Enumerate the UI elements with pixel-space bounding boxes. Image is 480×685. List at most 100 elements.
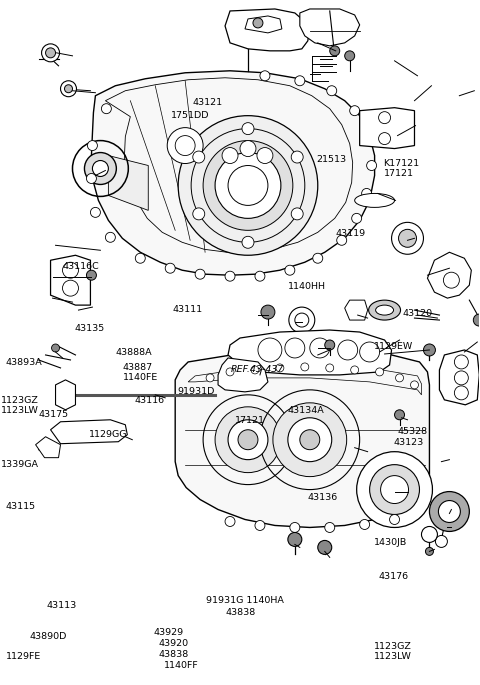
Circle shape [288, 418, 332, 462]
Polygon shape [439, 350, 480, 405]
Circle shape [86, 173, 96, 184]
Circle shape [242, 123, 254, 135]
Text: 91931D: 91931D [178, 387, 215, 396]
Text: 1123GZ: 1123GZ [0, 396, 38, 405]
Circle shape [226, 368, 234, 376]
Circle shape [423, 344, 435, 356]
Text: 43135: 43135 [75, 324, 105, 334]
Circle shape [273, 403, 347, 477]
Circle shape [228, 420, 268, 460]
Circle shape [350, 105, 360, 116]
Text: 43119: 43119 [336, 229, 366, 238]
Circle shape [357, 451, 432, 527]
Text: 45328: 45328 [398, 427, 428, 436]
Text: 43115: 43115 [5, 502, 36, 511]
Circle shape [62, 280, 78, 296]
Text: 43838: 43838 [226, 608, 256, 616]
Text: 43116C: 43116C [63, 262, 100, 271]
Ellipse shape [376, 305, 394, 315]
Circle shape [215, 153, 281, 219]
Polygon shape [228, 330, 392, 375]
Circle shape [225, 516, 235, 527]
Circle shape [84, 153, 116, 184]
Text: 43890D: 43890D [29, 632, 67, 640]
Text: 1129EW: 1129EW [374, 342, 413, 351]
Polygon shape [56, 380, 75, 410]
Circle shape [42, 44, 60, 62]
Text: 43175: 43175 [39, 410, 69, 419]
Text: 43111: 43111 [173, 305, 203, 314]
Text: 43838: 43838 [158, 650, 189, 659]
Circle shape [367, 160, 377, 171]
Polygon shape [245, 16, 282, 33]
Circle shape [206, 374, 214, 382]
Circle shape [421, 527, 437, 543]
Circle shape [390, 514, 399, 525]
Circle shape [106, 232, 115, 242]
Circle shape [257, 147, 273, 164]
Text: 1123GZ: 1123GZ [374, 642, 412, 651]
Circle shape [425, 547, 433, 556]
Circle shape [430, 492, 469, 532]
Text: 43116: 43116 [135, 396, 165, 405]
Text: 43888A: 43888A [116, 348, 152, 358]
Circle shape [301, 363, 309, 371]
Text: 43929: 43929 [154, 628, 184, 637]
Text: 43136: 43136 [307, 493, 337, 502]
Circle shape [135, 253, 145, 263]
Circle shape [255, 521, 265, 530]
Circle shape [193, 208, 205, 220]
Circle shape [326, 364, 334, 372]
Circle shape [93, 160, 108, 177]
Text: 43134A: 43134A [288, 406, 324, 414]
Circle shape [285, 265, 295, 275]
Circle shape [455, 371, 468, 385]
Circle shape [379, 133, 391, 145]
Circle shape [222, 147, 238, 164]
Circle shape [455, 386, 468, 400]
Circle shape [395, 410, 405, 420]
Circle shape [291, 151, 303, 163]
Circle shape [60, 81, 76, 97]
Circle shape [288, 532, 302, 547]
Text: 1430JB: 1430JB [374, 538, 407, 547]
Circle shape [435, 536, 447, 547]
Circle shape [165, 263, 175, 273]
Text: 43113: 43113 [46, 601, 76, 610]
Circle shape [338, 340, 358, 360]
Circle shape [258, 338, 282, 362]
Polygon shape [218, 358, 268, 392]
Circle shape [285, 338, 305, 358]
Text: 43120: 43120 [403, 310, 433, 319]
Circle shape [253, 18, 263, 28]
Circle shape [195, 269, 205, 279]
Text: 43121: 43121 [192, 97, 222, 107]
Circle shape [276, 364, 284, 372]
Polygon shape [108, 155, 148, 210]
Circle shape [290, 523, 300, 532]
Circle shape [360, 519, 370, 530]
Circle shape [251, 366, 259, 374]
Circle shape [291, 208, 303, 220]
Circle shape [379, 112, 391, 123]
Circle shape [325, 523, 335, 532]
Text: REF.43-437: REF.43-437 [230, 365, 284, 374]
Circle shape [376, 368, 384, 376]
Circle shape [370, 464, 420, 514]
Circle shape [330, 46, 340, 56]
Ellipse shape [369, 300, 400, 320]
Circle shape [86, 270, 96, 280]
Circle shape [352, 213, 361, 223]
Circle shape [215, 407, 281, 473]
Circle shape [455, 355, 468, 369]
Circle shape [381, 475, 408, 503]
Circle shape [225, 271, 235, 281]
Polygon shape [175, 348, 430, 527]
Circle shape [410, 381, 419, 389]
Text: 21513: 21513 [317, 155, 347, 164]
Text: 1751DD: 1751DD [170, 111, 209, 121]
Text: 1123LW: 1123LW [374, 652, 412, 661]
Circle shape [240, 140, 256, 157]
Polygon shape [225, 9, 310, 51]
Polygon shape [300, 9, 360, 46]
